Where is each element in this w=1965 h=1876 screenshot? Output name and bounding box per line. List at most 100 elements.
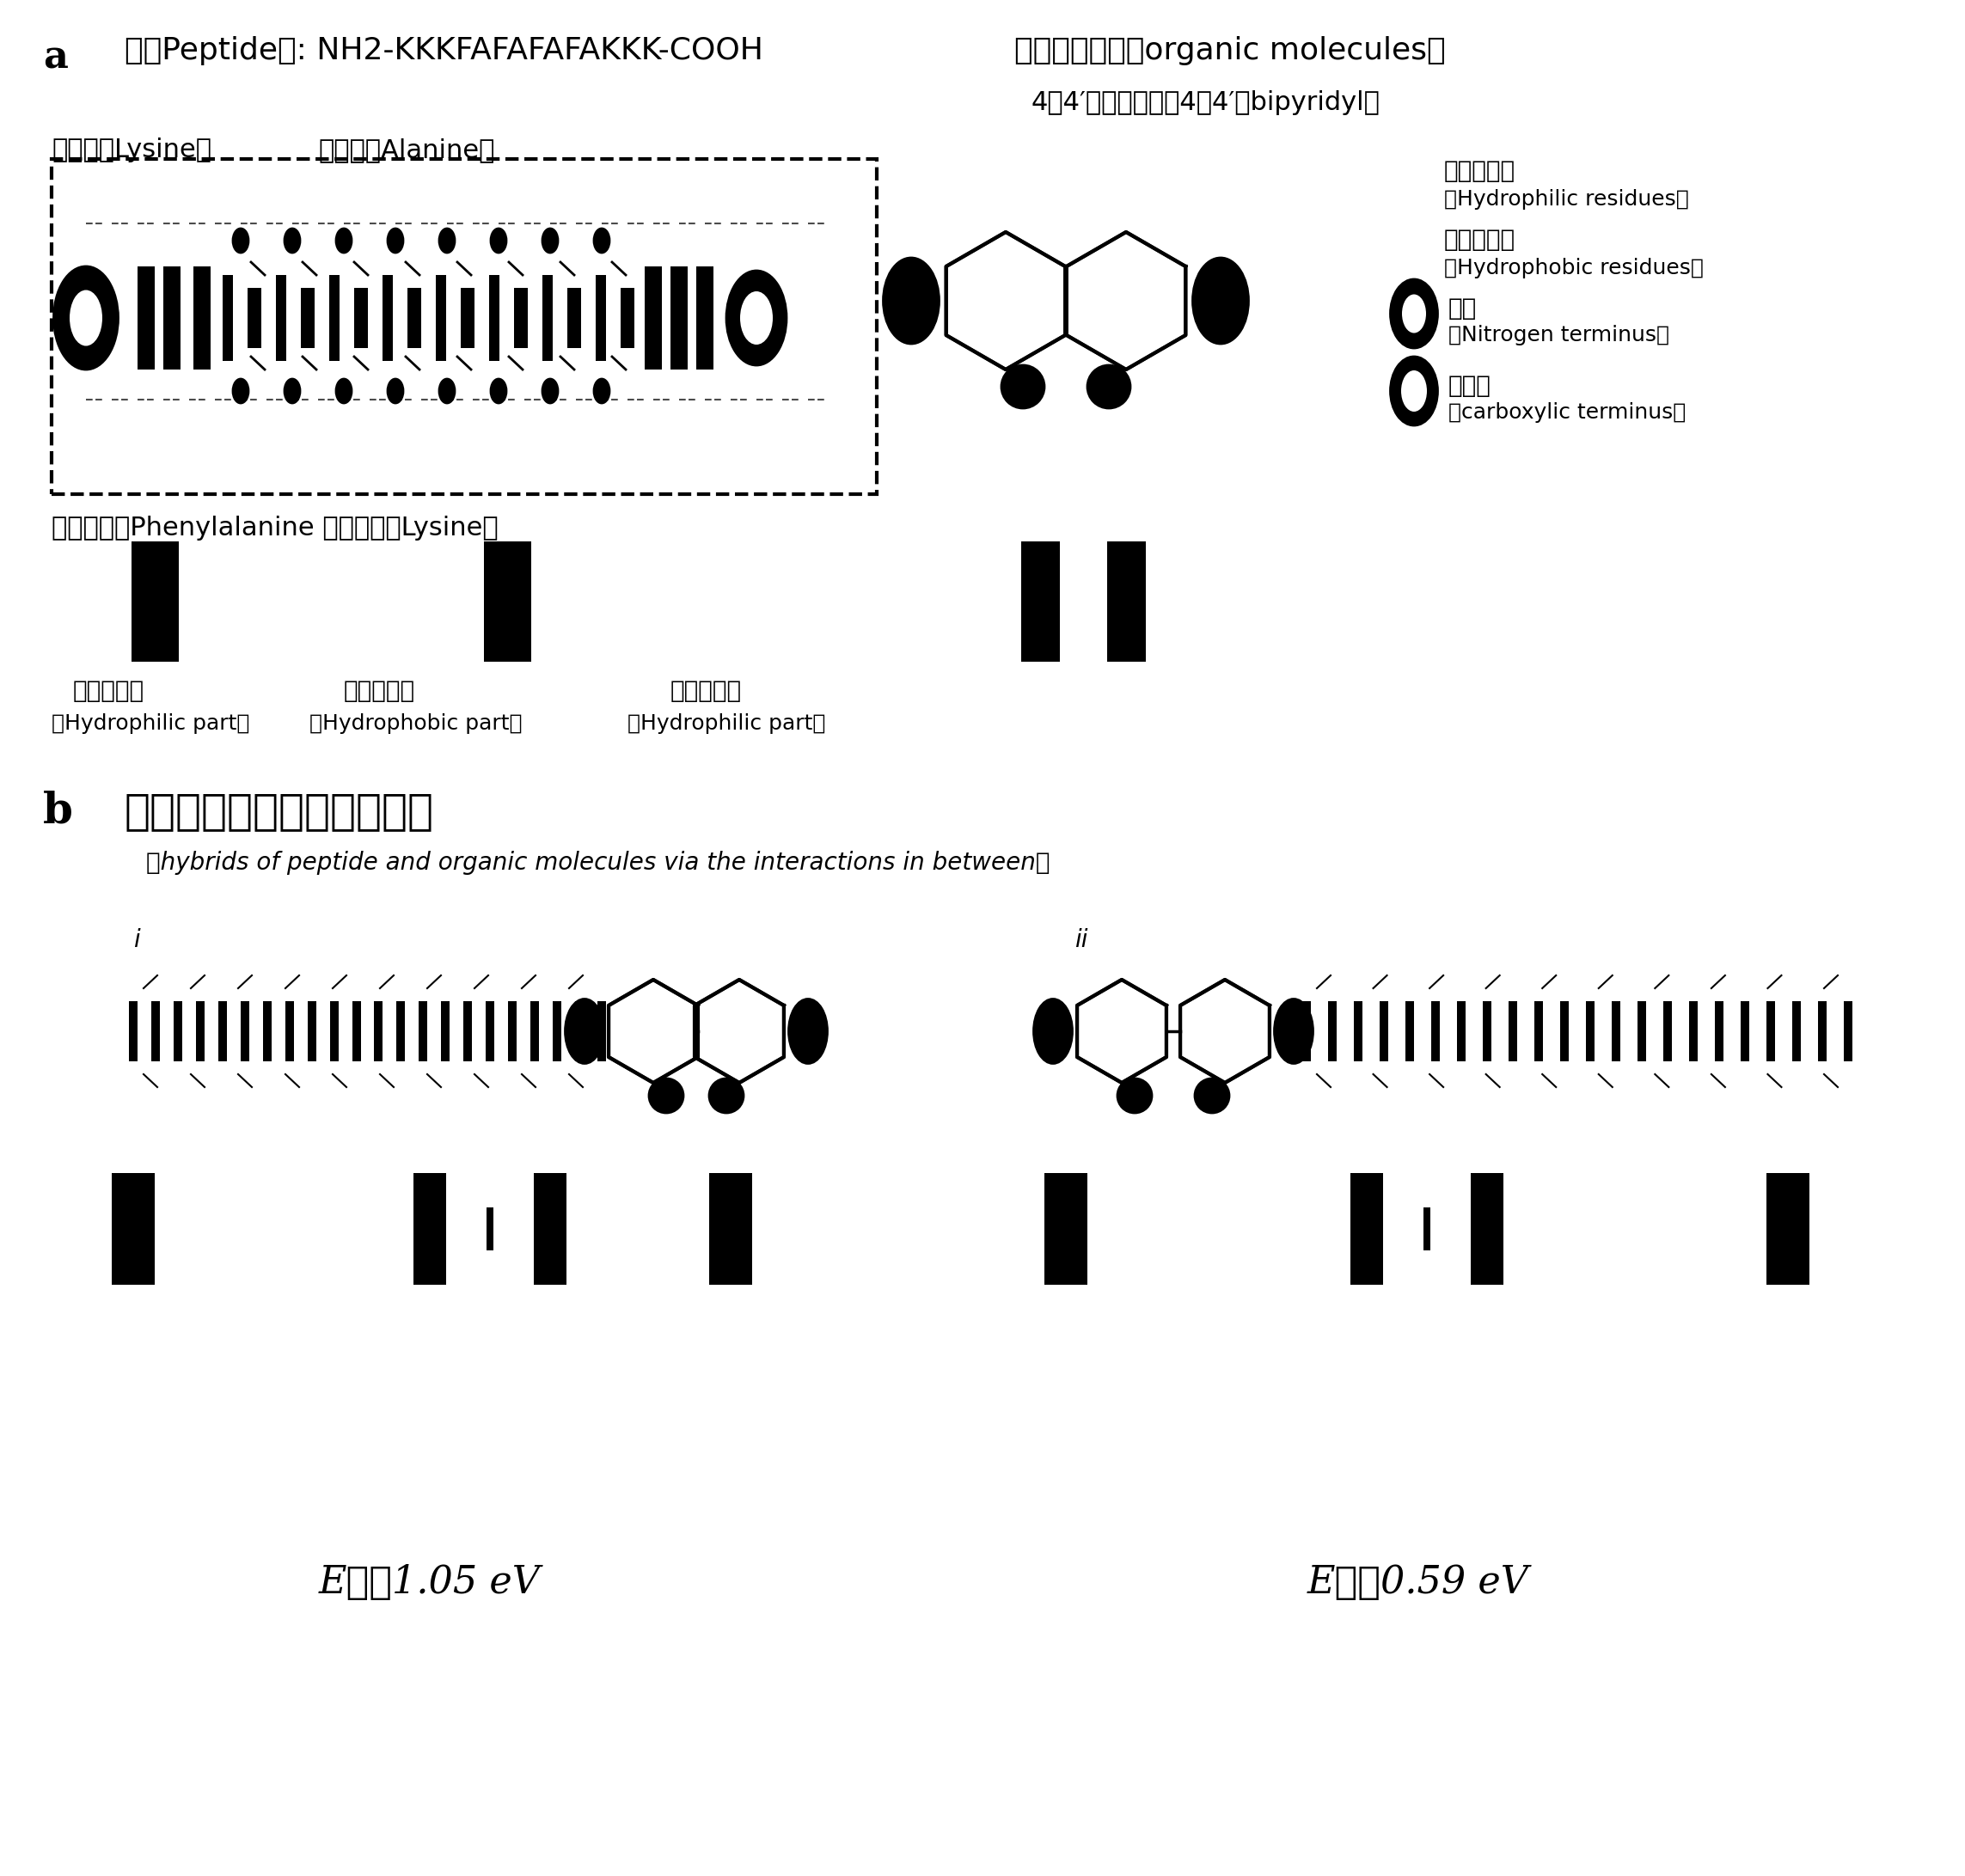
Ellipse shape [709,1079,743,1112]
Bar [132,542,179,662]
Bar [576,1002,584,1062]
Ellipse shape [285,379,301,403]
Bar [1662,1002,1672,1062]
Ellipse shape [1401,295,1427,334]
Bar [1690,1002,1698,1062]
Bar [383,276,393,360]
Bar [487,1208,493,1251]
Text: 疏水性部分: 疏水性部分 [344,679,415,704]
Bar [330,276,340,360]
Bar [460,287,474,349]
Bar [1535,1002,1543,1062]
Text: 肽（Peptide）: NH2-KKKFAFAFAFAKKK-COOH: 肽（Peptide）: NH2-KKKFAFAFAFAKKK-COOH [124,36,762,66]
Bar [709,1172,753,1285]
Bar [1509,1002,1517,1062]
Text: （hybrids of peptide and organic molecules via the interactions in between）: （hybrids of peptide and organic molecule… [145,852,1049,874]
Bar [568,287,582,349]
Bar [138,266,155,370]
Bar [436,276,446,360]
Bar [51,159,876,493]
Bar [1484,1002,1491,1062]
Ellipse shape [542,229,558,253]
Ellipse shape [491,229,507,253]
Bar [1328,1002,1336,1062]
Text: （Hydrophilic part）: （Hydrophilic part） [51,713,250,734]
Text: （Hydrophobic residues）: （Hydrophobic residues） [1444,257,1704,278]
Bar [163,266,181,370]
Bar [489,276,499,360]
Text: E＝－0.59 eV: E＝－0.59 eV [1307,1565,1529,1600]
Bar [397,1002,405,1062]
Text: 亲水性部分: 亲水性部分 [73,679,145,704]
Bar [151,1002,159,1062]
Ellipse shape [882,257,939,343]
Ellipse shape [1401,370,1427,411]
Bar [1637,1002,1647,1062]
Text: 有机小分子：（organic molecules）: 有机小分子：（organic molecules） [1014,36,1446,66]
Bar [193,266,210,370]
Bar [1715,1002,1723,1062]
Bar [1354,1002,1362,1062]
Bar [1470,1172,1503,1285]
Bar [196,1002,204,1062]
Bar [1350,1172,1383,1285]
Text: （carboxylic terminus）: （carboxylic terminus） [1448,401,1686,422]
Bar [515,287,529,349]
Bar [1741,1002,1749,1062]
Ellipse shape [234,229,248,253]
Text: 丙胺酸（Alanine）: 丙胺酸（Alanine） [318,137,495,163]
Bar [542,276,552,360]
Text: 肽与有机分子不同结合方式: 肽与有机分子不同结合方式 [124,790,434,831]
Bar [670,266,688,370]
Ellipse shape [1391,356,1438,426]
Bar [1020,542,1059,662]
Bar [1106,542,1146,662]
Bar [483,542,531,662]
Bar [464,1002,472,1062]
Bar [301,287,314,349]
Ellipse shape [1118,1079,1151,1112]
Ellipse shape [1034,1000,1073,1064]
Bar [1431,1002,1440,1062]
Text: E＝－1.05 eV: E＝－1.05 eV [318,1565,540,1600]
Bar [354,287,367,349]
Bar [595,276,605,360]
Ellipse shape [566,1000,603,1064]
Text: （Hydrophobic part）: （Hydrophobic part） [309,713,523,734]
Ellipse shape [387,379,403,403]
Bar [240,1002,250,1062]
Bar [1423,1208,1431,1251]
Ellipse shape [648,1079,684,1112]
Bar [1560,1002,1568,1062]
Bar [173,1002,183,1062]
Ellipse shape [593,229,609,253]
Polygon shape [1077,979,1167,1082]
Polygon shape [1067,233,1185,370]
Bar [218,1002,226,1062]
Ellipse shape [1087,366,1130,409]
Bar [413,1172,446,1285]
Bar [330,1002,338,1062]
Ellipse shape [491,379,507,403]
Text: 亲水性末端: 亲水性末端 [1444,159,1515,184]
Text: 4，4′－联吡啶：（4，4′－bipyridyl）: 4，4′－联吡啶：（4，4′－bipyridyl） [1032,90,1379,114]
Bar [419,1002,428,1062]
Ellipse shape [53,266,118,370]
Ellipse shape [542,379,558,403]
Ellipse shape [1275,1000,1313,1064]
Ellipse shape [1193,257,1248,343]
Bar [1767,1172,1810,1285]
Bar [112,1172,155,1285]
Bar [275,276,287,360]
Polygon shape [1181,979,1269,1082]
Bar [1843,1002,1853,1062]
Ellipse shape [336,229,352,253]
Bar [222,276,234,360]
Text: ii: ii [1075,929,1089,953]
Ellipse shape [234,379,248,403]
Ellipse shape [336,379,352,403]
Ellipse shape [285,229,301,253]
Ellipse shape [440,229,454,253]
Text: 疏水性末端: 疏水性末端 [1444,227,1515,251]
Bar [597,1002,605,1062]
